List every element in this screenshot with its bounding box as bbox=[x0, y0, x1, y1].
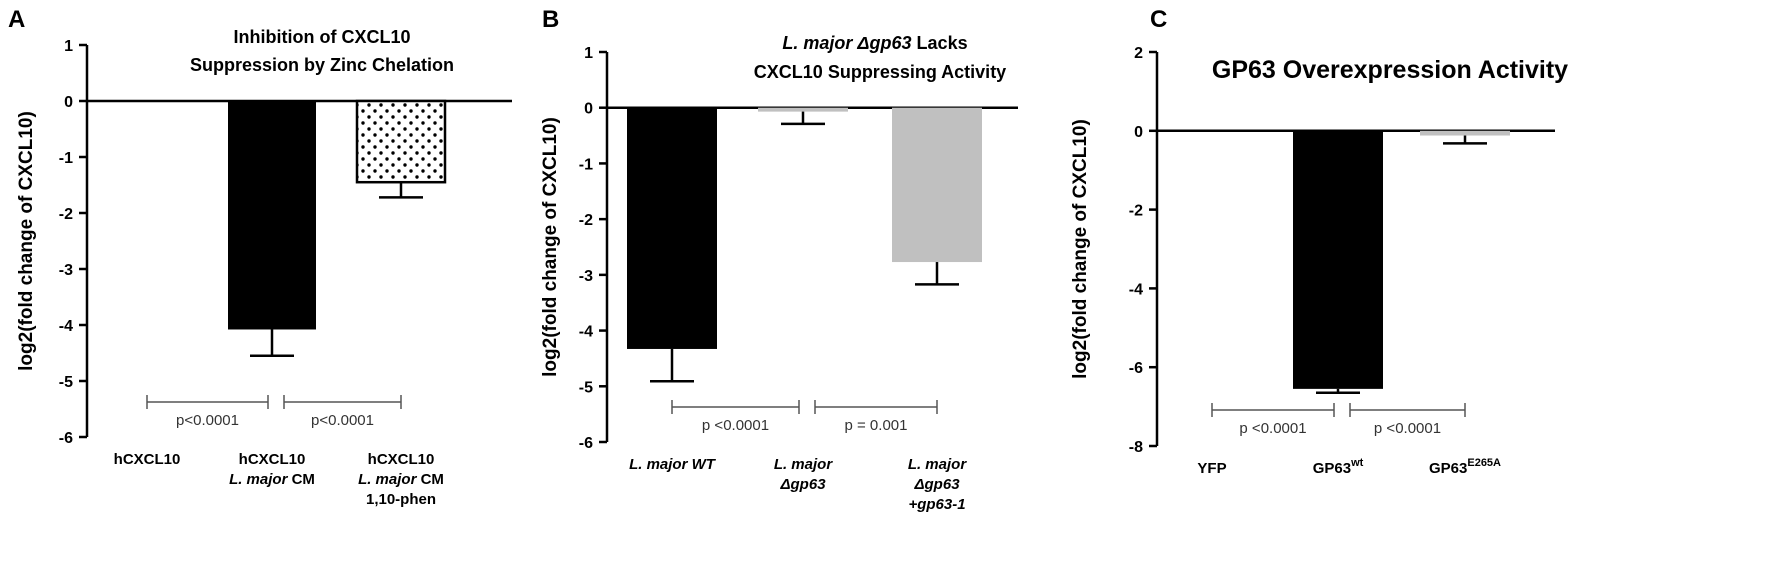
panel-b-bar bbox=[758, 107, 848, 112]
panel-a-title-line-2: Suppression by Zinc Chelation bbox=[190, 55, 454, 75]
panel-b-category-label: Δgp63 bbox=[779, 476, 826, 493]
panel-a-category-label: 1,10-phen bbox=[366, 491, 436, 508]
panel-b-y-tick-label: -2 bbox=[579, 212, 593, 229]
panel-a-category-label: hCXCL10 bbox=[368, 451, 435, 468]
panel-c-y-axis-label: log2(fold change of CXCL10) bbox=[1070, 119, 1091, 379]
panel-a-p-value-label: p<0.0001 bbox=[311, 412, 374, 429]
panel-b-bar bbox=[627, 107, 717, 349]
panel-c-y-tick-label: -4 bbox=[1129, 281, 1143, 298]
panel-b-y-tick-label: -6 bbox=[579, 435, 593, 452]
panel-a-y-tick-label: -3 bbox=[59, 262, 73, 279]
panel-a-category-label: hCXCL10 bbox=[114, 451, 181, 468]
panel-a-y-tick-label: -6 bbox=[59, 430, 73, 447]
panel-b-title-mutant: Δgp63 bbox=[856, 33, 911, 53]
panel-a-y-axis-label: log2(fold change of CXCL10) bbox=[16, 111, 37, 371]
panel-b-category-label: L. major WT bbox=[629, 456, 717, 473]
panel-b-y-tick-label: -1 bbox=[579, 156, 593, 173]
panel-c-chart: log2(fold change of CXCL10) 2 0 -2 -4 -6 -8 YFP… bbox=[1070, 45, 1555, 477]
panel-b-y-tick-label: 0 bbox=[584, 101, 593, 118]
panel-letter-b: B bbox=[542, 6, 559, 33]
panel-a-category-label: hCXCL10 bbox=[239, 451, 306, 468]
panel-c-y-tick-label: 2 bbox=[1134, 45, 1143, 62]
panel-b-title-rest: Lacks bbox=[917, 33, 968, 53]
panel-b-title-line-1: L. major Δgp63 Lacks bbox=[782, 33, 967, 53]
panel-c-bar bbox=[1420, 130, 1510, 136]
panel-b-title-line-2: CXCL10 Suppressing Activity bbox=[754, 62, 1006, 82]
panel-a-title-line-1: Inhibition of CXCL10 bbox=[234, 27, 411, 47]
panel-b-category-label: L. major bbox=[908, 456, 968, 473]
panel-b-bar bbox=[892, 107, 982, 263]
panel-c-category-label: YFP bbox=[1197, 460, 1226, 477]
panel-c-y-tick-label: 0 bbox=[1134, 124, 1143, 141]
panel-c-p-value-label: p <0.0001 bbox=[1374, 420, 1441, 437]
panel-c-y-tick-label: -6 bbox=[1129, 360, 1143, 377]
panel-b-title-species: L. major bbox=[782, 33, 857, 53]
panel-a-y-tick-label: 1 bbox=[64, 38, 73, 55]
panel-b-y-tick-label: -4 bbox=[579, 324, 593, 341]
panel-a-y-tick-label: -4 bbox=[59, 318, 73, 335]
panel-a-bar bbox=[355, 99, 447, 184]
panel-a-chart: log2(fold change of CXCL10) 1 0 -1 -2 -3 -4 -5 -… bbox=[16, 38, 512, 508]
panel-a-p-value-label: p<0.0001 bbox=[176, 412, 239, 429]
panel-b-p-value-label: p <0.0001 bbox=[702, 417, 769, 434]
panel-b-category-label: L. major bbox=[774, 456, 834, 473]
panel-letter-a: A bbox=[8, 6, 25, 33]
panel-b-category-label: +gp63-1 bbox=[908, 496, 965, 513]
panel-a-y-tick-label: 0 bbox=[64, 94, 73, 111]
panel-b-chart: log2(fold change of CXCL10) 1 0 -1 -2 -3 -4 -5 -… bbox=[540, 45, 1018, 513]
panel-b-category-label: Δgp63 bbox=[913, 476, 960, 493]
panel-b-y-axis-label: log2(fold change of CXCL10) bbox=[540, 117, 561, 377]
panel-c-y-tick-label: -8 bbox=[1129, 439, 1143, 456]
panel-b-p-value-label: p = 0.001 bbox=[845, 417, 908, 434]
panel-b-y-tick-label: -3 bbox=[579, 268, 593, 285]
panel-b-y-tick-label: -5 bbox=[579, 379, 593, 396]
panel-c-title: GP63 Overexpression Activity bbox=[1212, 56, 1568, 84]
panel-a-y-tick-label: -5 bbox=[59, 374, 73, 391]
panel-letter-c: C bbox=[1150, 6, 1167, 33]
panel-c-y-tick-label: -2 bbox=[1129, 203, 1143, 220]
panel-c-category-label: GP63E265A bbox=[1429, 457, 1501, 477]
panel-b-y-tick-label: 1 bbox=[584, 45, 593, 62]
panel-c-category-label: GP63wt bbox=[1313, 457, 1364, 477]
panel-a-category-label: L. major CM bbox=[358, 471, 444, 488]
panel-c-bar bbox=[1293, 130, 1383, 389]
panel-a-category-label: L. major CM bbox=[229, 471, 315, 488]
panel-c-p-value-label: p <0.0001 bbox=[1239, 420, 1306, 437]
panel-a-bar bbox=[228, 101, 316, 330]
panel-a-y-tick-label: -2 bbox=[59, 206, 73, 223]
panel-a-y-tick-label: -1 bbox=[59, 150, 73, 167]
